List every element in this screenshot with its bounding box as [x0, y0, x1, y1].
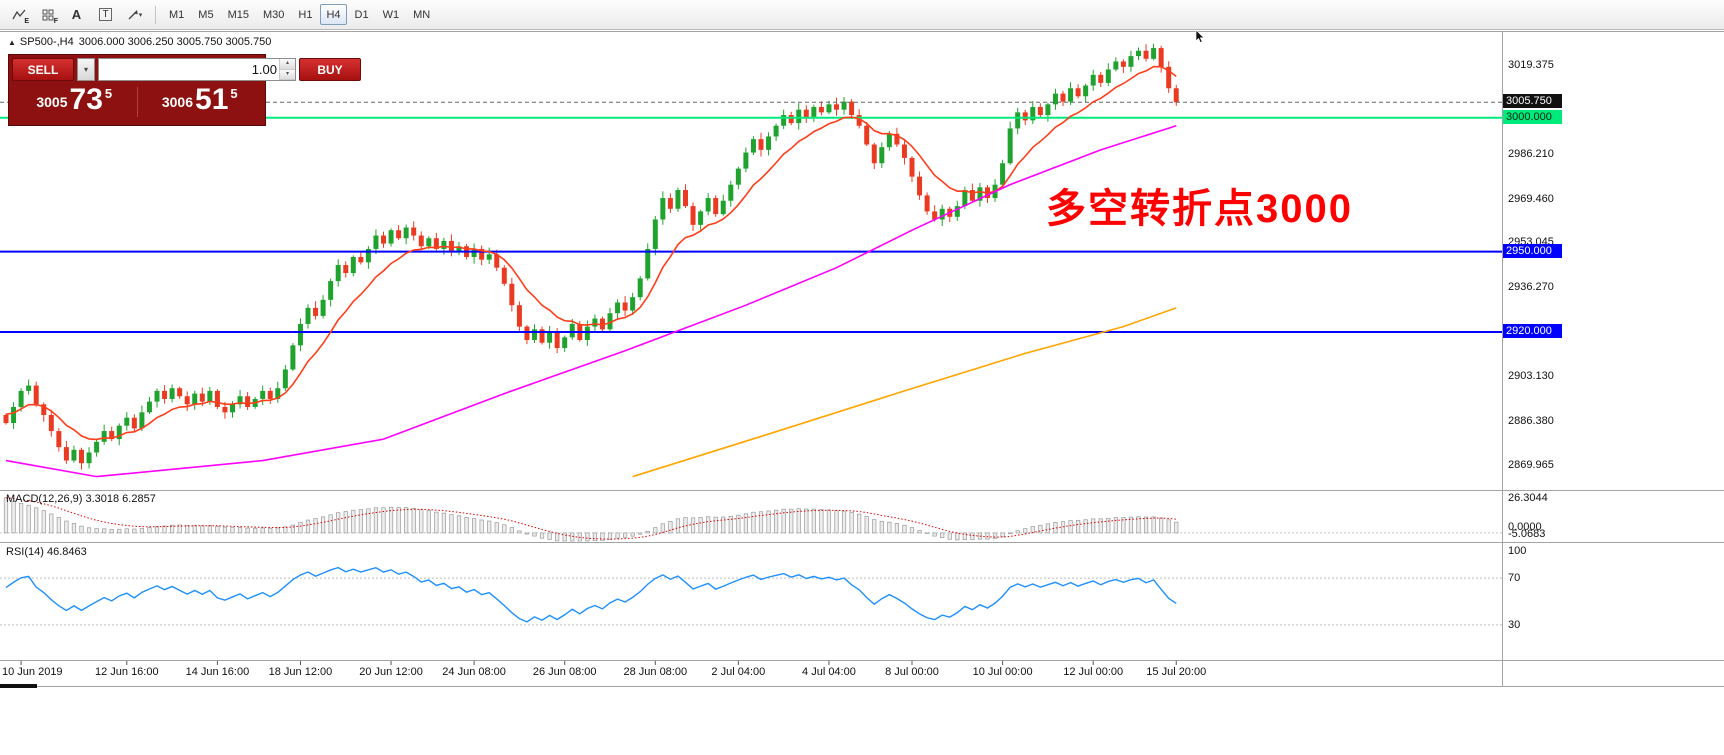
time-axis-label: 20 Jun 12:00: [359, 666, 423, 678]
price-tag: 3000.000: [1503, 109, 1562, 124]
bid-price-big: 73: [69, 82, 103, 116]
arrow-draw-tool-icon[interactable]: ▾: [121, 3, 148, 26]
bid-ask-row: 3005 73 5 3006 51 5: [12, 81, 262, 122]
price-tag: 2920.000: [1503, 323, 1562, 338]
macd-indicator-label: MACD(12,26,9) 3.3018 6.2857: [6, 493, 156, 505]
time-axis-label: 12 Jul 00:00: [1063, 666, 1124, 678]
price-axis-label: 2986.210: [1508, 147, 1554, 160]
moving-average-lines: [5, 65, 1177, 478]
macd-scale-label: 26.3044: [1508, 492, 1548, 504]
bid-price-small: 3005: [36, 94, 68, 111]
macd-scale-label: -5.0683: [1508, 528, 1546, 540]
text-label-tool-icon[interactable]: A: [63, 3, 90, 26]
time-axis-label: 2 Jul 04:00: [711, 666, 766, 678]
macd-indicator: [0, 497, 1502, 542]
trade-controls-row: SELL ▾ ▴ ▾ BUY: [12, 58, 361, 81]
timeframe-button-m30[interactable]: M30: [257, 4, 290, 25]
rsi-indicator: [0, 566, 1502, 626]
time-axis-label: 15 Jul 20:00: [1146, 666, 1207, 678]
line-studies-tool-icon[interactable]: E: [5, 3, 32, 26]
price-axis-label: 3019.375: [1508, 58, 1554, 71]
time-axis-label: 12 Jun 16:00: [94, 666, 159, 678]
text-box-tool-icon[interactable]: T: [92, 3, 119, 26]
macd-scale-label: 0.0000: [1508, 520, 1542, 533]
time-axis: 10 Jun 2019 12 Jun 16:00 14 Jun 16:00 18 Ju…: [0, 662, 1502, 686]
collapse-arrow-icon[interactable]: ▲: [8, 38, 16, 47]
time-axis-label: 18 Jun 12:00: [268, 666, 333, 678]
buy-button[interactable]: BUY: [299, 58, 361, 81]
volume-decrease-button[interactable]: ▾: [280, 69, 295, 80]
price-axis-label: 2903.130: [1508, 370, 1554, 383]
volume-input[interactable]: [99, 59, 279, 80]
symbol-timeframe: SP500-,H4: [19, 36, 74, 48]
chart-annotation-text: 多空转折点3000: [1046, 187, 1353, 231]
time-axis-label: 14 Jun 16:00: [185, 666, 250, 678]
ask-price-big: 51: [195, 82, 229, 116]
volume-increase-button[interactable]: ▴: [280, 59, 295, 70]
price-axis-label: 2936.270: [1508, 281, 1554, 294]
time-axis-label: 8 Jul 00:00: [885, 666, 939, 678]
price-tag: 3005.750: [1503, 94, 1562, 109]
ask-price-small: 3006: [161, 94, 194, 111]
chart-ohlc-header: ▲ SP500-,H4 3006.000 3006.250 3005.750 300…: [8, 36, 276, 48]
volume-spinner: ▴ ▾: [279, 59, 295, 80]
drawing-tools-group: E F A T ▾: [5, 3, 148, 26]
time-axis-label: 24 Jun 08:00: [442, 666, 506, 678]
timeframe-button-m15[interactable]: M15: [222, 4, 255, 25]
time-axis-label: 4 Jul 04:00: [802, 666, 856, 678]
timeframe-button-h4[interactable]: H4: [320, 4, 347, 25]
timeframe-button-m1[interactable]: M1: [163, 4, 190, 25]
panel-borders: [0, 31, 1724, 687]
ask-price: 3006 51 5: [138, 82, 263, 117]
time-axis-label: 10 Jul 00:00: [972, 666, 1033, 678]
timeframe-buttons-group: M1 M5 M15 M30 H1 H4 D1 W1 MN: [163, 4, 436, 25]
rsi-scale-label: 30: [1508, 618, 1521, 631]
price-tag: 2950.000: [1503, 243, 1562, 258]
timeframe-button-mn[interactable]: MN: [407, 4, 436, 25]
grid-tool-icon[interactable]: F: [34, 3, 61, 26]
price-axis-label: 2969.460: [1508, 192, 1554, 205]
ohlc-values: 3006.000 3006.250 3005.750 3005.750: [78, 36, 272, 48]
sell-button[interactable]: SELL: [12, 58, 74, 81]
time-axis-ticks: [20, 661, 1177, 665]
time-axis-label: 28 Jun 08:00: [623, 666, 688, 678]
price-axis-label: 2886.380: [1508, 415, 1554, 428]
price-axis-label: 2869.965: [1508, 458, 1554, 471]
price-axis: 3019.375 2986.210 2969.460 2953.045 2936.270…: [1502, 0, 1724, 690]
rsi-scale-label: 100: [1508, 545, 1527, 557]
timeframe-button-d1[interactable]: D1: [349, 4, 375, 25]
volume-box: ▴ ▾: [98, 58, 296, 81]
bid-price: 3005 73 5: [12, 82, 137, 117]
rsi-indicator-label: RSI(14) 46.8463: [6, 546, 87, 558]
bid-price-sup: 5: [104, 86, 113, 102]
timeframe-button-m5[interactable]: M5: [192, 4, 219, 25]
rsi-scale-label: 70: [1508, 572, 1521, 585]
timeframe-button-h1[interactable]: H1: [292, 4, 318, 25]
timeframe-button-w1[interactable]: W1: [377, 4, 406, 25]
ask-price-sup: 5: [230, 86, 238, 102]
time-axis-label: 26 Jun 08:00: [532, 666, 597, 678]
candlesticks: [3, 43, 1179, 470]
volume-dropdown-button[interactable]: ▾: [77, 58, 95, 81]
mouse-cursor-icon: [1195, 29, 1205, 44]
scrollbar-fragment: [0, 684, 37, 688]
toolbar-separator: [155, 5, 156, 24]
time-axis-label: 10 Jun 2019: [2, 666, 63, 678]
bid-ask-divider: [136, 86, 138, 117]
toolbar: E F A T ▾ M1 M5 M15 M30 H1 H4 D1 W1 MN: [0, 0, 1724, 30]
